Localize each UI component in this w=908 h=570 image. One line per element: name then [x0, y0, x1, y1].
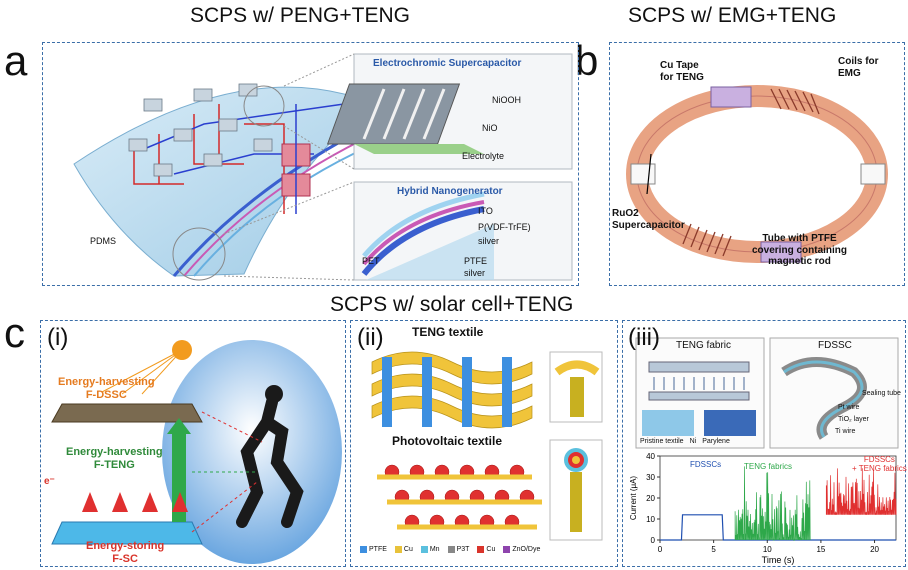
legend-swatch	[360, 546, 367, 553]
panel-letter-b: b	[575, 37, 599, 84]
annot-combined: FDSSCs + TENG fabrics	[852, 455, 907, 473]
x-tick-label: 15	[816, 545, 825, 554]
legend-item: P3T	[447, 546, 470, 553]
legend-item: Cu	[477, 546, 495, 553]
fdssc-label: FDSSC	[818, 340, 852, 351]
hn-label-pet: PET	[362, 256, 380, 266]
legend-label: Mn	[429, 546, 440, 553]
chart-ticks: 0 5 10 15 20 0 10 20 30 40	[646, 452, 879, 554]
fabric-legend-pristine: Pristine textile	[640, 438, 684, 445]
panel-c-i-frame	[40, 320, 346, 567]
legend-swatch	[420, 546, 428, 553]
fdssc-ti-wire: Ti wire	[835, 428, 856, 435]
fdssc-pt-wire: Pt wire	[838, 404, 860, 411]
panel-letter-a: a	[4, 37, 28, 84]
chart-series	[660, 466, 897, 542]
fabric-legend-parylene: Parylene	[702, 438, 730, 445]
hn-label-ito: ITO	[478, 206, 493, 216]
series-combined-line	[825, 468, 897, 515]
teng-fabric-label: TENG fabric	[676, 340, 732, 351]
ec-label-nio: NiO	[482, 123, 498, 133]
hn-title: Hybrid Nanogenerator	[397, 186, 503, 197]
hn-label-ptfe: PTFE	[464, 256, 488, 266]
panel-c-ii-frame	[350, 320, 618, 567]
y-tick-label: 10	[646, 515, 655, 524]
roman-iii: (iii)	[628, 324, 660, 351]
hn-label-pvdf: P(VDF-TrFE)	[478, 222, 531, 232]
dssc-label: Energy-harvesting F-DSSC	[58, 376, 155, 401]
teng-label: Energy-harvesting F-TENG	[66, 446, 163, 471]
hn-label-silver-1: silver	[478, 236, 500, 246]
legend-label: Cu	[403, 546, 413, 553]
tube-label: Tube with PTFE covering containing magne…	[752, 233, 848, 267]
y-tick-label: 40	[646, 452, 655, 461]
legend-item: ZnO/Dye	[503, 546, 540, 553]
legend-label: ZnO/Dye	[512, 546, 541, 553]
chart-ylabel: Current (μA)	[629, 476, 638, 521]
current-chart: 0 5 10 15 20 0 10 20 30 40 Time (s) Current (μA)	[629, 452, 897, 565]
panel-c-i-illustration	[51, 340, 342, 564]
panel-c-iii-frame	[622, 320, 906, 567]
cu-tape-label: Cu Tape for TENG	[660, 60, 704, 83]
legend-swatch	[447, 546, 455, 553]
roman-ii: (ii)	[357, 324, 384, 351]
y-tick-label: 20	[646, 494, 655, 503]
teng-textile-label: TENG textile	[412, 325, 484, 339]
annot-teng: TENG fabrics	[744, 462, 793, 471]
panel-a-illustration	[73, 53, 573, 281]
legend-label: PTFE	[369, 546, 387, 553]
legend-label: P3T	[456, 546, 470, 553]
legend-swatch	[477, 546, 485, 553]
title-a: SCPS w/ PENG+TENG	[190, 4, 410, 27]
legend-label: Cu	[486, 546, 496, 553]
panel-c-ii-illustration	[371, 351, 603, 541]
chart-xlabel: Time (s)	[762, 555, 795, 565]
ec-label-electrolyte: Electrolyte	[462, 151, 505, 161]
legend-item: Cu	[394, 546, 413, 553]
fdssc-sealing-tube: Sealing tube	[862, 390, 901, 397]
fabric-legend: Pristine textile Ni Parylene	[640, 438, 730, 445]
textile-legend: PTFE Cu Mn P3T Cu ZnO/Dye	[360, 546, 540, 553]
panel-c-iii-illustration	[635, 337, 899, 449]
series-teng-line	[734, 466, 811, 542]
panel-letter-c: c	[4, 309, 25, 356]
roman-i: (i)	[47, 324, 69, 351]
x-tick-label: 20	[870, 545, 879, 554]
panel-a-frame	[42, 42, 579, 286]
annot-fdsscs: FDSSCs	[690, 460, 722, 469]
title-b: SCPS w/ EMG+TENG	[628, 4, 837, 27]
legend-item: PTFE	[360, 546, 387, 553]
x-tick-label: 10	[763, 545, 772, 554]
coils-label: Coils for EMG	[838, 56, 879, 79]
hn-label-silver-2: silver	[464, 268, 486, 278]
y-tick-label: 0	[651, 536, 656, 545]
electron-label: e⁻	[44, 476, 55, 487]
x-tick-label: 0	[658, 545, 663, 554]
ec-label-niooh: NiOOH	[492, 95, 521, 105]
panel-b-illustration	[626, 85, 888, 263]
title-c: SCPS w/ solar cell+TENG	[330, 293, 574, 316]
fdssc-tio2: TiO₂ layer	[838, 416, 869, 423]
fabric-legend-ni: Ni	[689, 438, 697, 445]
legend-item: Mn	[420, 546, 440, 553]
panel-b-frame	[609, 42, 905, 286]
legend-swatch	[503, 546, 511, 553]
sc-label: Energy-storing F-SC	[86, 540, 165, 565]
pdms-label: PDMS	[90, 236, 117, 246]
pv-textile-label: Photovoltaic textile	[392, 434, 503, 448]
legend-swatch	[394, 546, 402, 553]
y-tick-label: 30	[646, 473, 655, 482]
x-tick-label: 5	[711, 545, 716, 554]
ec-supercap-title: Electrochromic Supercapacitor	[373, 58, 522, 69]
ruo2-label: RuO2 Supercapacitor	[612, 208, 685, 231]
